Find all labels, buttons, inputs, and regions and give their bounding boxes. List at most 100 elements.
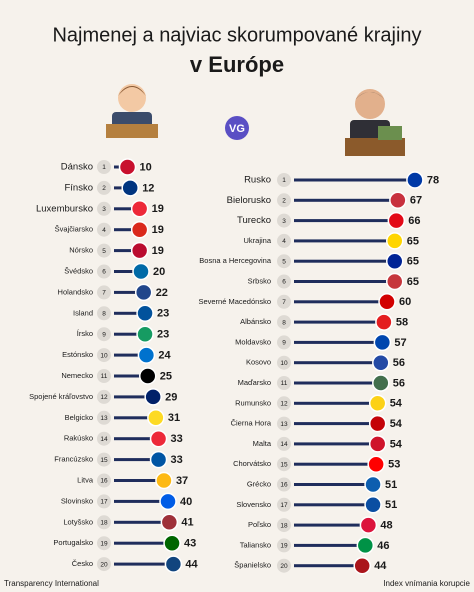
flag (149, 450, 168, 469)
rank-label: 19 (100, 540, 108, 547)
rank-badge (97, 515, 111, 530)
flag (130, 220, 149, 239)
rank-badge (277, 213, 291, 228)
rank-badge (277, 233, 291, 248)
value-label: 58 (396, 317, 408, 329)
rank-badge (277, 497, 291, 512)
bar (294, 320, 384, 324)
country-label: Slovensko (236, 500, 271, 509)
flag (134, 283, 153, 302)
country-label: Česko (72, 559, 93, 568)
country-label: Moldavsko (235, 337, 271, 346)
value-label: 33 (171, 454, 183, 466)
bar (294, 401, 378, 405)
value-label: 40 (180, 496, 192, 508)
rank-badge (97, 536, 111, 551)
country-label: Chorvátsko (233, 459, 271, 468)
bar (294, 442, 378, 446)
bar (114, 290, 144, 294)
bar (294, 483, 374, 486)
country-label: Francúzsko (54, 455, 93, 464)
bar (114, 416, 156, 420)
value-label: 37 (176, 475, 188, 487)
rank-label: 18 (100, 520, 108, 527)
rank-label: 16 (280, 482, 288, 489)
bar (294, 523, 369, 527)
illustration-right (345, 89, 405, 156)
rank-label: 2 (282, 198, 286, 205)
illustration-left (106, 84, 158, 138)
bar (114, 249, 140, 253)
flag (372, 353, 390, 372)
country-label: Malta (253, 439, 272, 448)
rank-label: 9 (102, 331, 106, 338)
country-label: Írsko (77, 329, 93, 338)
rank-label: 3 (282, 218, 286, 225)
value-label: 24 (158, 350, 171, 362)
flag (159, 492, 177, 511)
value-label: 43 (184, 538, 196, 550)
value-label: 23 (157, 308, 169, 320)
flag (147, 409, 165, 427)
country-label: Švajčiarsko (55, 225, 93, 234)
flag (378, 293, 396, 311)
rank-label: 7 (282, 299, 286, 306)
rank-badge (277, 436, 291, 451)
value-label: 12 (142, 182, 154, 194)
bar (114, 374, 148, 378)
value-label: 51 (385, 499, 397, 511)
rank-label: 16 (100, 478, 108, 485)
value-label: 66 (408, 215, 420, 227)
rank-badge (97, 160, 111, 174)
flag (137, 346, 156, 364)
value-label: 10 (140, 161, 152, 173)
bar (294, 178, 415, 182)
flag (368, 414, 387, 433)
value-label: 22 (156, 287, 168, 299)
rank-label: 14 (100, 436, 108, 443)
value-label: 20 (153, 266, 165, 278)
flag (144, 388, 162, 406)
flag (136, 304, 154, 323)
value-label: 57 (394, 337, 406, 349)
country-label: Grécko (247, 479, 271, 488)
country-label: Rakúsko (64, 434, 93, 443)
country-label: Litva (77, 475, 94, 484)
value-label: 19 (152, 245, 164, 257)
rank-label: 1 (102, 164, 106, 171)
country-label: Fínsko (64, 182, 93, 193)
bar (294, 503, 374, 507)
bar (294, 300, 387, 304)
value-label: 56 (393, 357, 405, 369)
rank-badge (277, 274, 291, 289)
flag (356, 536, 375, 555)
flag (389, 191, 407, 210)
rank-label: 10 (100, 352, 108, 359)
flag (132, 262, 150, 281)
flag (406, 171, 424, 189)
rank-label: 12 (100, 394, 108, 401)
country-label: Maďarsko (238, 378, 271, 387)
bar (294, 239, 395, 243)
bar (294, 422, 378, 426)
rank-label: 20 (100, 561, 108, 568)
flag (364, 475, 382, 494)
value-label: 65 (407, 235, 419, 247)
bar (114, 311, 146, 315)
country-label: Kosovo (246, 358, 271, 367)
rank-label: 14 (280, 441, 288, 448)
bar (114, 499, 168, 503)
flag (118, 158, 137, 176)
value-label: 54 (390, 418, 403, 430)
flag (136, 325, 154, 343)
flag (160, 513, 179, 532)
rank-badge (277, 315, 291, 330)
flag (155, 471, 173, 490)
rank-label: 4 (282, 238, 286, 245)
bar (114, 520, 170, 524)
rank-badge (277, 558, 291, 573)
rank-label: 19 (280, 543, 288, 550)
rank-badge (97, 389, 111, 404)
rank-label: 7 (102, 290, 106, 297)
